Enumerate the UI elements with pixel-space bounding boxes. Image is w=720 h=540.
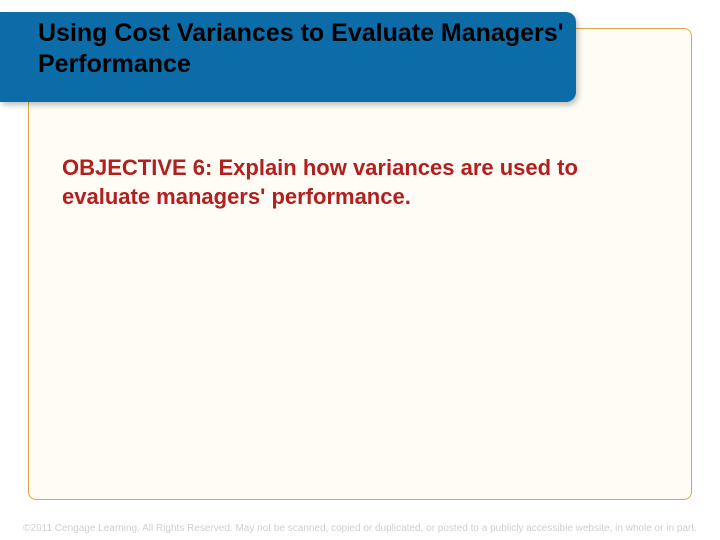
copyright-footer: ©2011 Cengage Learning. All Rights Reser… — [0, 523, 720, 534]
objective-text: OBJECTIVE 6: Explain how variances are u… — [62, 154, 642, 211]
slide-title: Using Cost Variances to Evaluate Manager… — [38, 18, 598, 81]
